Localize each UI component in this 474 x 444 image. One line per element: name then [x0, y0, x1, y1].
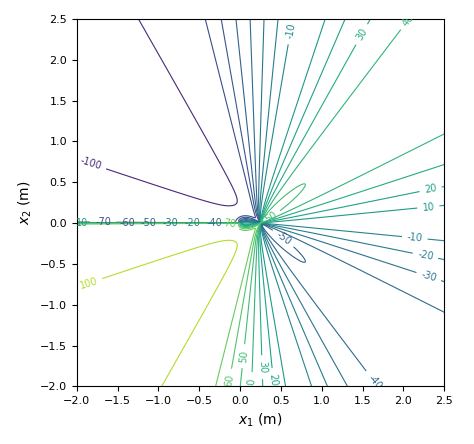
- Text: 10: 10: [76, 218, 89, 228]
- Y-axis label: $x_2$ (m): $x_2$ (m): [17, 180, 35, 225]
- Text: 40: 40: [246, 378, 257, 390]
- Text: -50: -50: [141, 218, 157, 228]
- Text: -20: -20: [184, 218, 200, 228]
- Text: -40: -40: [207, 218, 222, 228]
- Text: -100: -100: [79, 156, 103, 172]
- Text: -10: -10: [284, 22, 297, 40]
- X-axis label: $x_1$ (m): $x_1$ (m): [238, 412, 283, 429]
- Text: 50: 50: [238, 349, 249, 363]
- Text: 50: 50: [263, 210, 279, 225]
- Text: 30: 30: [354, 27, 369, 42]
- Text: -30: -30: [163, 218, 178, 228]
- Text: 40: 40: [400, 12, 416, 28]
- Text: 20: 20: [268, 373, 279, 387]
- Text: -10: -10: [407, 232, 423, 244]
- Text: 10: 10: [422, 202, 435, 213]
- Text: -70: -70: [95, 217, 111, 227]
- Text: 60: 60: [223, 373, 236, 387]
- Text: 20: 20: [424, 183, 438, 195]
- Text: -40: -40: [365, 373, 383, 391]
- Text: -50: -50: [274, 230, 293, 247]
- Text: 70: 70: [223, 218, 237, 229]
- Text: -20: -20: [417, 250, 434, 262]
- Text: 100: 100: [78, 276, 99, 291]
- Text: 30: 30: [257, 361, 267, 373]
- Text: -60: -60: [119, 218, 135, 228]
- Text: -30: -30: [420, 270, 438, 284]
